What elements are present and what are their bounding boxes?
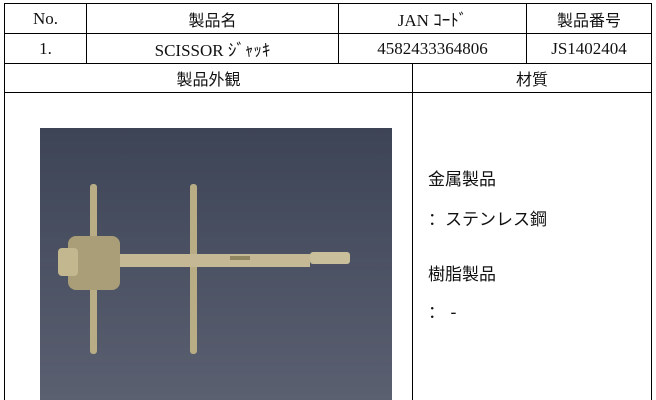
section-title: 材質 <box>412 63 652 93</box>
material-text: 金属製品 <box>428 170 496 190</box>
material-text: ： - <box>428 303 457 323</box>
row-cell: SCISSOR ｼﾞｬｯｷ <box>86 33 339 64</box>
row-cell: 4582433364806 <box>338 33 527 64</box>
material-text: 樹脂製品 <box>428 265 496 285</box>
header-cell: 製品番号 <box>526 3 652 34</box>
material-cell <box>412 92 652 400</box>
row-cell: 1. <box>4 33 87 64</box>
header-cell: 製品名 <box>86 3 339 34</box>
header-cell: No. <box>4 3 87 34</box>
product-photo <box>40 128 392 400</box>
material-text: ：ステンレス鋼 <box>428 210 547 230</box>
header-cell: JAN ｺｰﾄﾞ <box>338 3 527 34</box>
row-cell: JS1402404 <box>526 33 652 64</box>
section-title: 製品外観 <box>4 63 413 93</box>
